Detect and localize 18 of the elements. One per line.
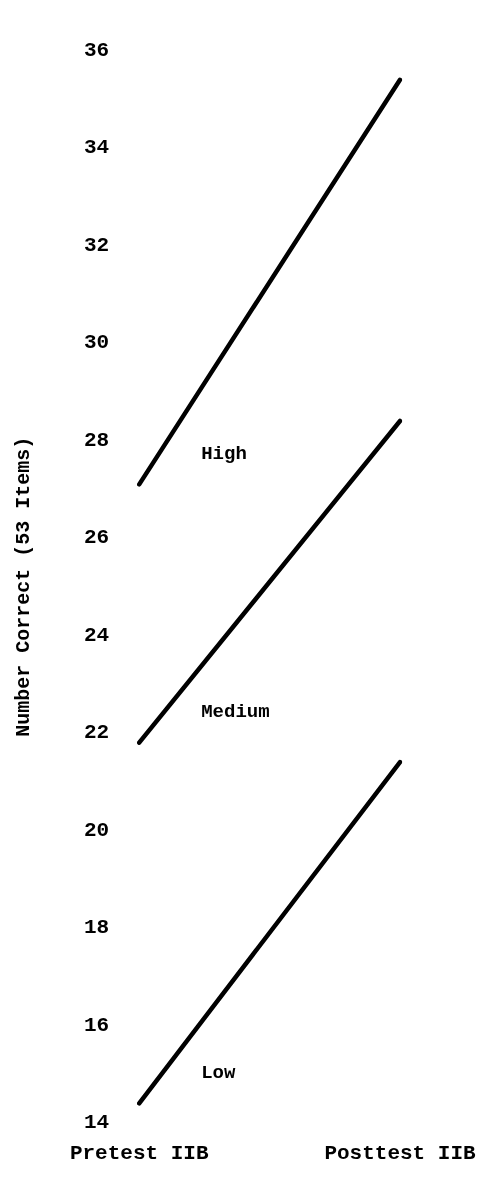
series-label: High <box>201 443 247 466</box>
y-tick-label: 16 <box>83 1013 110 1037</box>
y-tick-label: 32 <box>83 233 110 257</box>
x-tick-label: Pretest IIB <box>69 1141 209 1165</box>
y-tick-label: 28 <box>83 428 110 452</box>
y-tick-label: 36 <box>83 38 110 62</box>
y-tick-label: 22 <box>83 721 110 745</box>
y-tick-label: 18 <box>83 916 110 940</box>
y-tick-label: 26 <box>83 526 110 550</box>
y-tick-label: 14 <box>83 1111 110 1135</box>
y-tick-label: 30 <box>83 331 110 355</box>
y-tick-label: 20 <box>83 818 110 842</box>
y-tick-label: 24 <box>83 623 110 647</box>
x-tick-label: Posttest IIB <box>324 1141 477 1165</box>
y-axis-title: Number Correct (53 Items) <box>12 436 36 737</box>
y-tick-label: 34 <box>83 136 110 160</box>
series-label: Low <box>201 1062 237 1085</box>
series-label: Medium <box>201 701 270 724</box>
